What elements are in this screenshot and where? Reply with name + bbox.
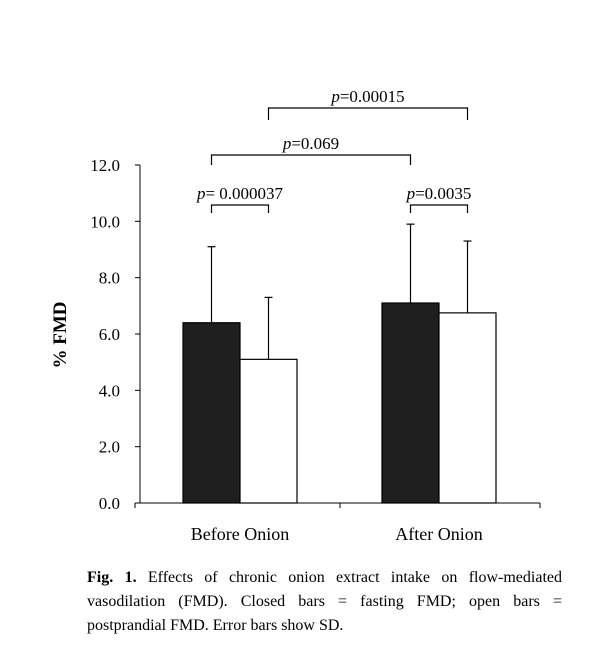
chart-axes: 0.0 2.0 4.0 6.0 8.0 10.0 12.0 Before Onion After… <box>90 156 541 544</box>
y-tick-label: 6.0 <box>99 325 120 344</box>
bar <box>438 312 497 504</box>
p-value-label: p=0.00015 <box>330 87 404 106</box>
bar <box>239 358 298 504</box>
y-tick-label: 2.0 <box>99 438 120 457</box>
significance-bracket <box>210 204 270 213</box>
y-tick-label: 12.0 <box>90 156 120 175</box>
bar <box>182 322 241 504</box>
p-value-label: p=0.069 <box>282 134 339 153</box>
p-value-label: p=0.0035 <box>406 184 472 203</box>
significance-bracket <box>409 204 469 213</box>
y-tick-label: 0.0 <box>99 494 120 513</box>
significance-bracket <box>267 107 469 120</box>
bar-group <box>182 302 497 504</box>
bar-chart: 0.0 2.0 4.0 6.0 8.0 10.0 12.0 Before Onion After… <box>50 87 541 544</box>
significance-bracket <box>210 154 412 165</box>
bar <box>381 302 440 504</box>
figure-caption: Fig. 1. Effects of chronic onion extract… <box>87 566 562 638</box>
y-tick-label: 4.0 <box>99 381 120 400</box>
caption-text: Effects of chronic onion extract intake … <box>87 569 562 634</box>
y-axis-label: % FMD <box>50 301 71 368</box>
x-category-label: After Onion <box>395 524 482 544</box>
significance-annotations: p= 0.000037 p=0.0035 p=0.069 p=0.00015 <box>196 87 471 213</box>
y-tick-label: 10.0 <box>90 212 120 231</box>
p-value-label: p= 0.000037 <box>196 184 284 203</box>
caption-lead: Fig. 1. <box>87 569 137 586</box>
error-bar-group <box>207 223 472 360</box>
x-category-label: Before Onion <box>191 524 289 544</box>
y-tick-label: 8.0 <box>99 269 120 288</box>
